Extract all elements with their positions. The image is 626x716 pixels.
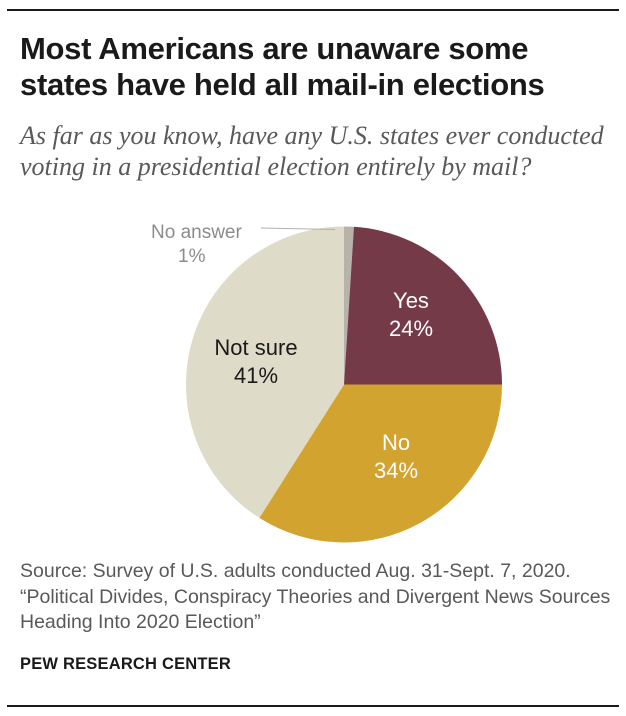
svg-text:Yes: Yes [393,288,429,313]
svg-text:34%: 34% [374,458,418,483]
svg-text:1%: 1% [178,246,206,267]
svg-text:Not sure: Not sure [214,335,297,360]
svg-text:No: No [382,430,410,455]
svg-text:41%: 41% [234,363,278,388]
svg-text:No answer: No answer [151,222,242,243]
svg-text:24%: 24% [389,316,433,341]
